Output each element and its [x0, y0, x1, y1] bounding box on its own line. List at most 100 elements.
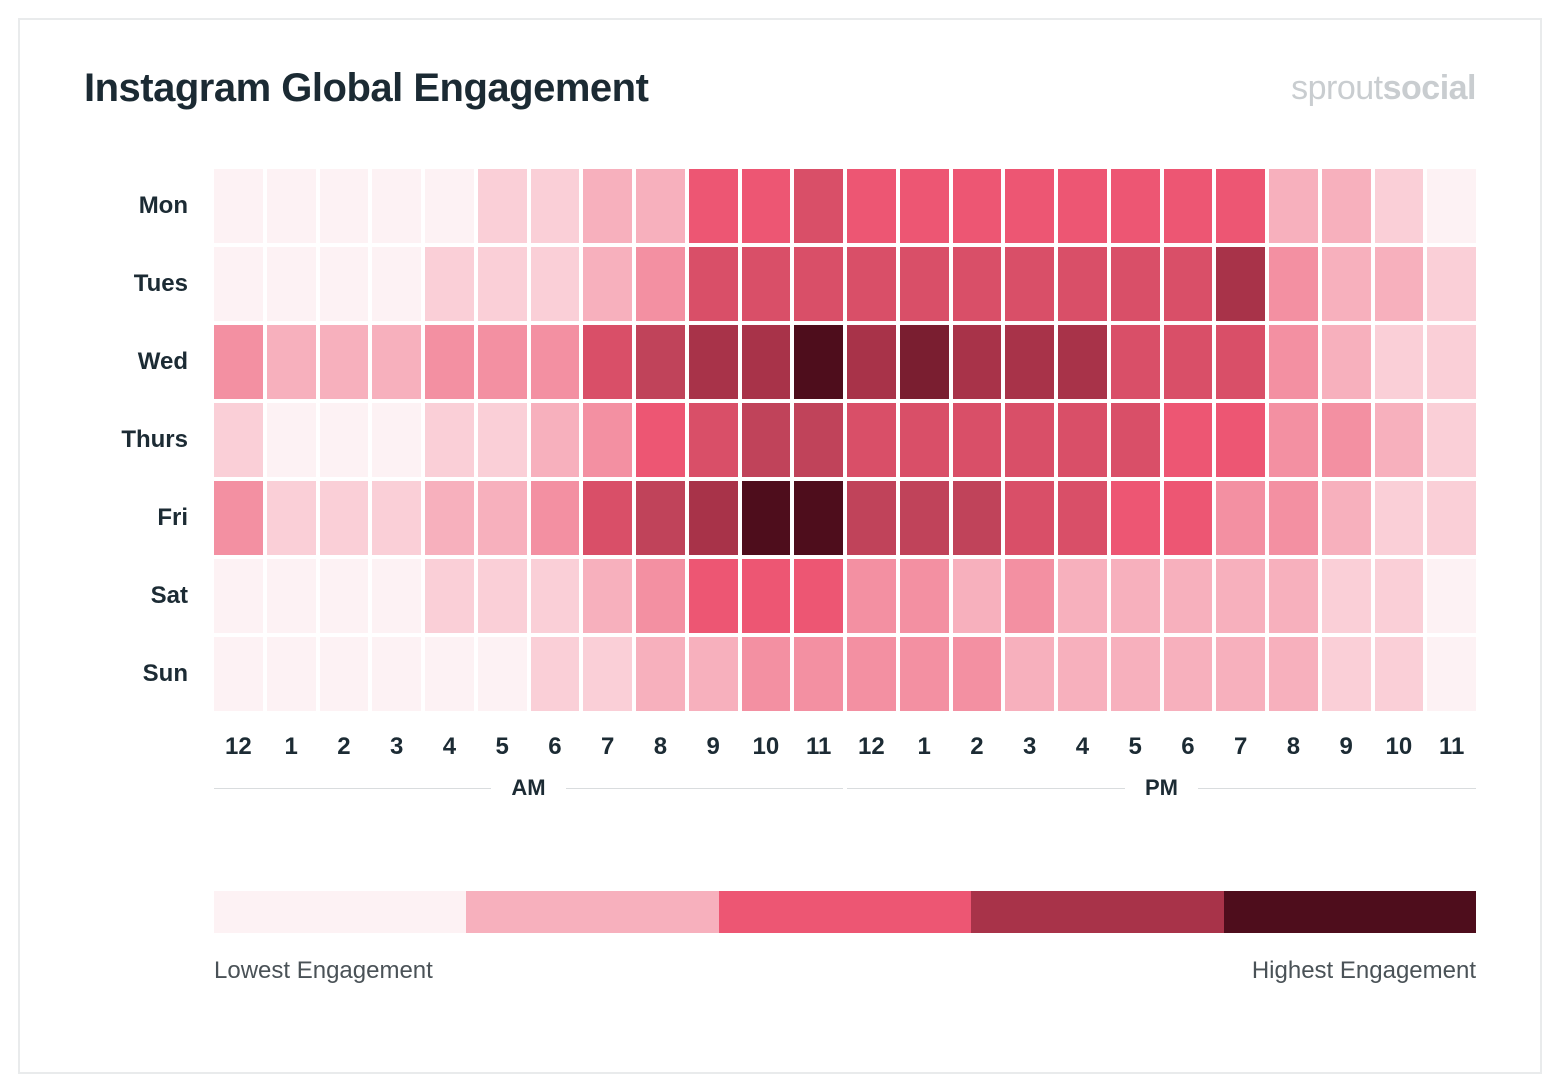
ampm-groups: AM PM	[214, 775, 1476, 801]
y-axis-label: Sat	[84, 559, 204, 633]
x-axis-label: 11	[1427, 733, 1476, 761]
x-axis-label: 3	[372, 733, 421, 761]
heatmap-cell	[1005, 403, 1054, 477]
heatmap-cell	[1375, 325, 1424, 399]
heatmap-cell	[1322, 559, 1371, 633]
heatmap-cell	[1216, 481, 1265, 555]
heatmap-cell	[1111, 637, 1160, 711]
heatmap-cell	[794, 559, 843, 633]
heatmap-cell	[478, 481, 527, 555]
x-axis-label: 5	[1111, 733, 1160, 761]
heatmap-cell	[531, 559, 580, 633]
brand-logo: sproutsocial	[1291, 69, 1476, 108]
heatmap-cell	[1322, 481, 1371, 555]
heatmap-cell	[847, 247, 896, 321]
heatmap-cell	[1005, 637, 1054, 711]
heatmap-cell	[583, 325, 632, 399]
heatmap-cells	[214, 169, 1476, 711]
heatmap-cell	[1269, 637, 1318, 711]
am-label: AM	[491, 775, 565, 801]
heatmap-cell	[1005, 247, 1054, 321]
heatmap-cell	[900, 637, 949, 711]
legend-low-label: Lowest Engagement	[214, 957, 433, 985]
legend-bar	[214, 891, 1476, 933]
heatmap-cell	[267, 637, 316, 711]
heatmap-cell	[847, 325, 896, 399]
heatmap-cell	[1427, 559, 1476, 633]
heatmap-cell	[742, 169, 791, 243]
heatmap-cell	[372, 481, 421, 555]
heatmap-cell	[267, 559, 316, 633]
heatmap-cell	[900, 247, 949, 321]
legend-labels-row: Lowest Engagement Highest Engagement	[84, 957, 1476, 985]
pm-line-left	[847, 788, 1125, 789]
heatmap-cell	[953, 169, 1002, 243]
heatmap-cell	[1058, 325, 1107, 399]
heatmap-cell	[689, 169, 738, 243]
heatmap-cell	[1111, 403, 1160, 477]
heatmap-cell	[847, 637, 896, 711]
heatmap-cell	[689, 247, 738, 321]
x-axis-label: 1	[900, 733, 949, 761]
am-line-right	[566, 788, 843, 789]
heatmap-cell	[794, 481, 843, 555]
heatmap-cell	[689, 325, 738, 399]
heatmap-cell	[1216, 403, 1265, 477]
heatmap-cell	[531, 169, 580, 243]
heatmap-cell	[214, 403, 263, 477]
heatmap-cell	[320, 637, 369, 711]
legend-text: Lowest Engagement Highest Engagement	[214, 957, 1476, 985]
heatmap-cell	[1164, 247, 1213, 321]
heatmap-cell	[1269, 247, 1318, 321]
x-axis-label: 2	[320, 733, 369, 761]
heatmap-cell	[1164, 403, 1213, 477]
am-group: AM	[214, 775, 843, 801]
heatmap-cell	[1111, 559, 1160, 633]
legend-segment	[466, 891, 718, 933]
x-axis-label: 3	[1005, 733, 1054, 761]
heatmap-cell	[1164, 169, 1213, 243]
x-axis-label: 9	[1322, 733, 1371, 761]
heatmap-cell	[794, 637, 843, 711]
chart-frame: Instagram Global Engagement sproutsocial…	[18, 18, 1542, 1074]
heatmap-cell	[636, 559, 685, 633]
heatmap-cell	[847, 481, 896, 555]
y-axis-label: Sun	[84, 637, 204, 711]
ampm-row: AM PM	[84, 775, 1476, 801]
heatmap-cell	[320, 325, 369, 399]
heatmap-cell	[1375, 403, 1424, 477]
heatmap-cell	[1269, 169, 1318, 243]
heatmap-cell	[742, 247, 791, 321]
legend-segment	[971, 891, 1223, 933]
x-axis-label: 11	[794, 733, 843, 761]
heatmap-cell	[1164, 481, 1213, 555]
heatmap-cell	[1427, 637, 1476, 711]
heatmap-cell	[1375, 247, 1424, 321]
pm-label: PM	[1125, 775, 1198, 801]
heatmap-cell	[320, 169, 369, 243]
heatmap-cell	[1216, 637, 1265, 711]
heatmap-cell	[267, 169, 316, 243]
canvas: Instagram Global Engagement sproutsocial…	[0, 0, 1560, 1092]
heatmap-cell	[900, 403, 949, 477]
x-axis-label: 12	[847, 733, 896, 761]
heatmap-cell	[267, 481, 316, 555]
heatmap-cell	[1058, 637, 1107, 711]
heatmap-cell	[742, 325, 791, 399]
heatmap-cell	[372, 247, 421, 321]
heatmap-cell	[478, 559, 527, 633]
pm-line-right	[1198, 788, 1476, 789]
heatmap-cell	[1427, 481, 1476, 555]
heatmap-cell	[900, 169, 949, 243]
heatmap-cell	[1269, 325, 1318, 399]
heatmap-cell	[478, 637, 527, 711]
heatmap-cell	[847, 559, 896, 633]
heatmap-cell	[636, 325, 685, 399]
heatmap-cell	[1216, 169, 1265, 243]
heatmap-cell	[689, 559, 738, 633]
heatmap-cell	[425, 559, 474, 633]
heatmap-cell	[320, 481, 369, 555]
heatmap-cell	[1427, 403, 1476, 477]
heatmap-cell	[214, 559, 263, 633]
heatmap-cell	[847, 403, 896, 477]
